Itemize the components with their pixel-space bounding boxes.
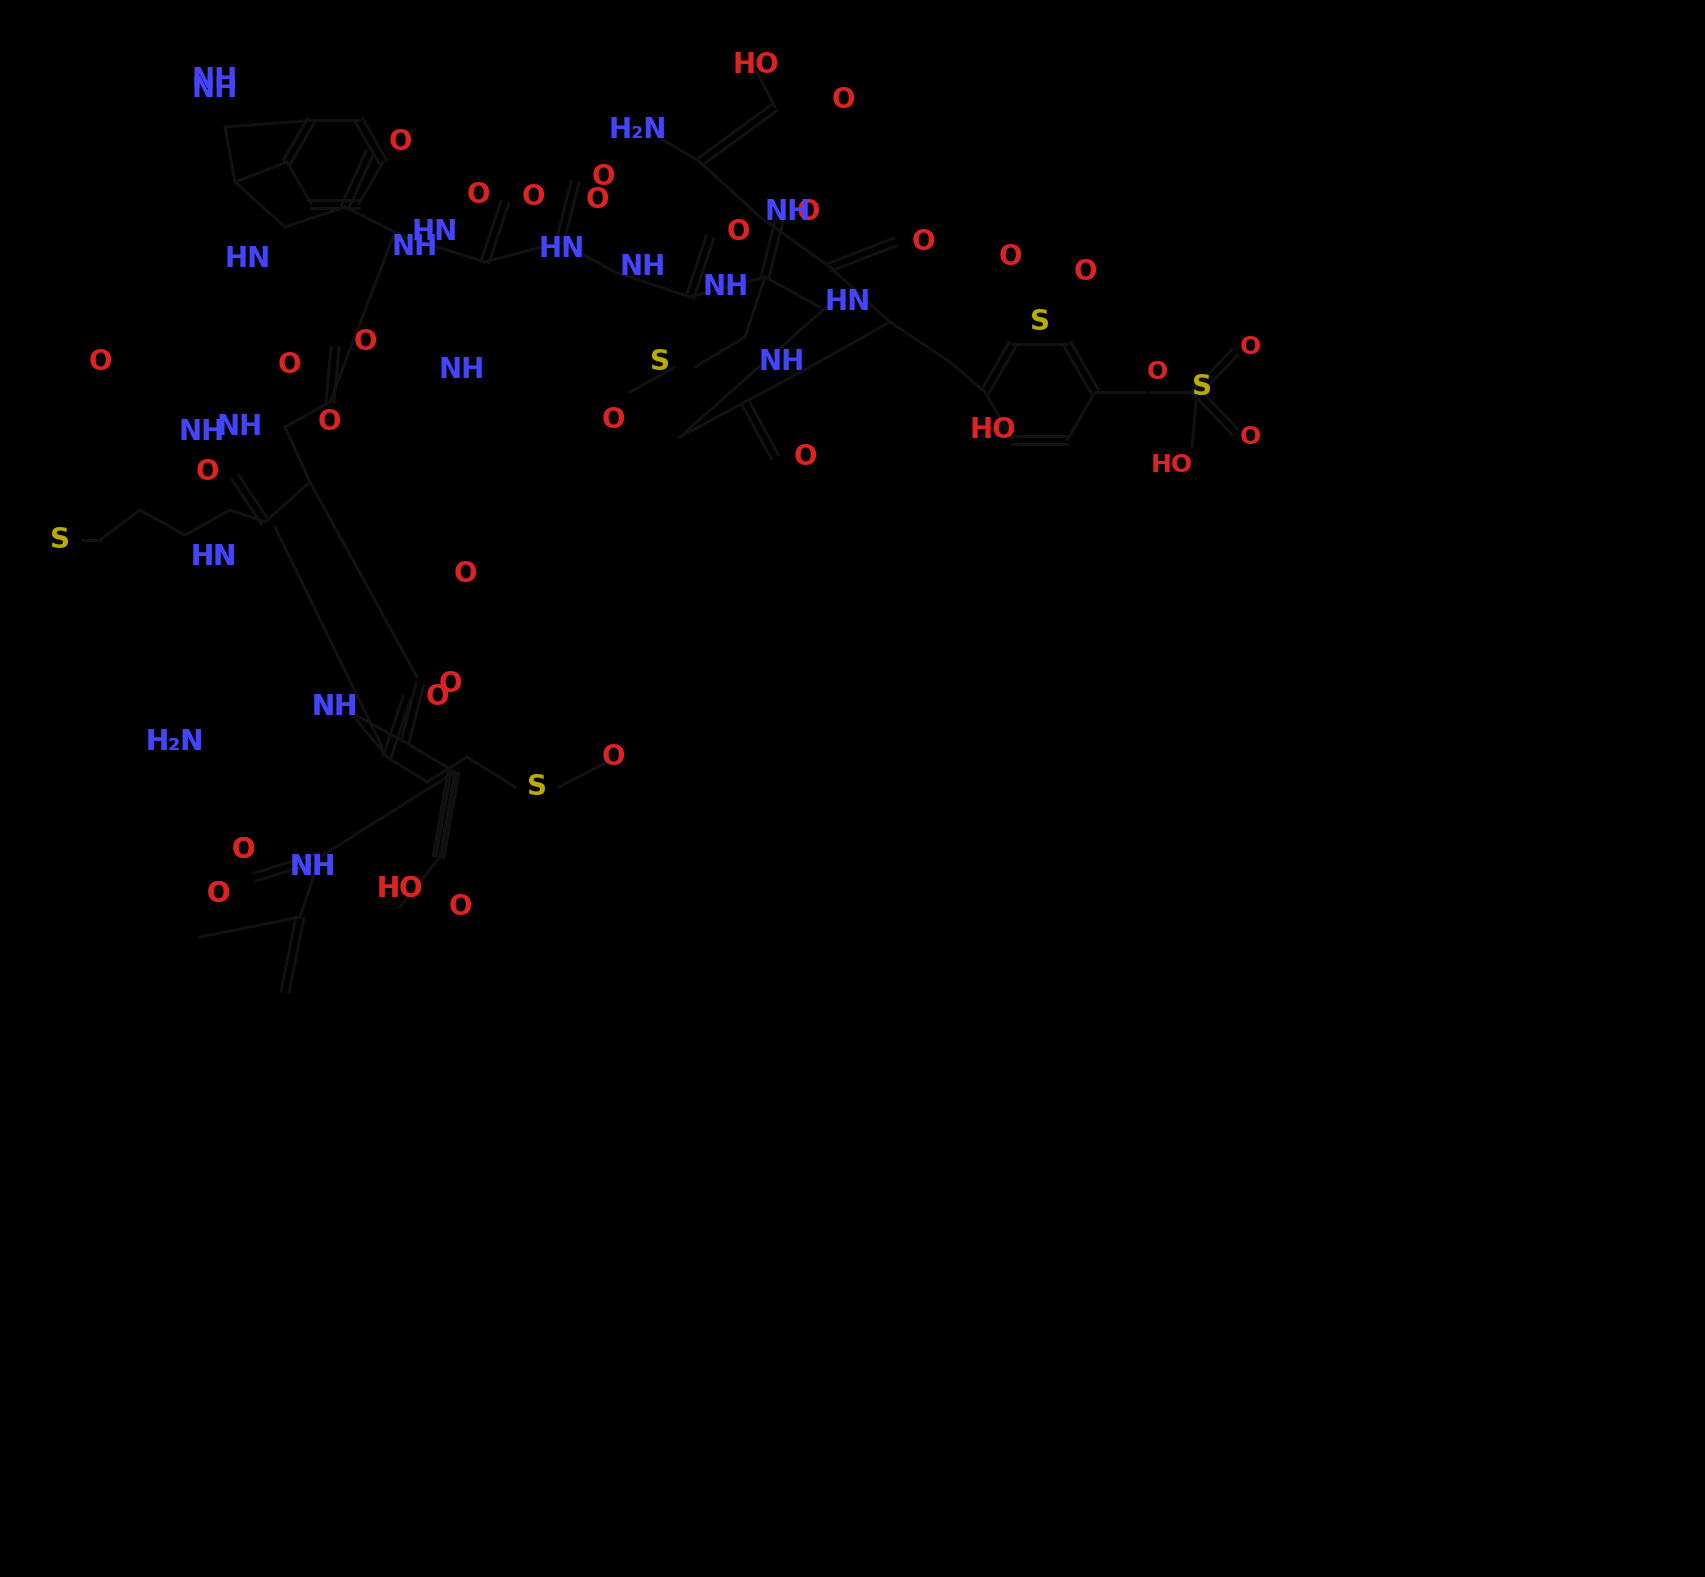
Text: O: O <box>465 181 489 210</box>
Text: NH: NH <box>312 692 358 721</box>
Text: NH: NH <box>619 252 665 281</box>
Text: NH: NH <box>759 349 805 375</box>
Text: S: S <box>1192 374 1211 401</box>
Text: HN: HN <box>191 542 237 571</box>
Text: O: O <box>910 229 934 255</box>
Text: O: O <box>206 880 230 908</box>
Text: O: O <box>1072 259 1096 285</box>
Text: HO: HO <box>968 416 1016 445</box>
Text: H₂N: H₂N <box>609 117 667 144</box>
Text: O: O <box>793 443 817 472</box>
Text: O: O <box>194 457 218 486</box>
Text: O: O <box>89 349 113 375</box>
Text: O: O <box>796 199 820 226</box>
Text: O: O <box>438 670 462 699</box>
Text: O: O <box>206 880 230 908</box>
Text: O: O <box>454 560 476 588</box>
Text: HN: HN <box>825 289 871 315</box>
Text: HN: HN <box>191 542 237 571</box>
Text: O: O <box>522 183 544 211</box>
Text: H₂N: H₂N <box>145 729 205 755</box>
Text: S: S <box>650 349 670 375</box>
Text: NH: NH <box>191 66 239 95</box>
Text: HN: HN <box>539 235 585 263</box>
Text: NH: NH <box>290 853 336 882</box>
Text: O: O <box>232 836 254 864</box>
Text: NH: NH <box>702 273 748 301</box>
Text: HN: HN <box>411 218 459 246</box>
Text: O: O <box>1238 424 1260 449</box>
Text: O: O <box>585 186 609 214</box>
Text: NH: NH <box>392 233 438 262</box>
Text: HO: HO <box>731 50 779 79</box>
Text: NH: NH <box>764 199 810 226</box>
Text: H₂N: H₂N <box>145 729 205 755</box>
Text: NH: NH <box>312 692 358 721</box>
Text: S: S <box>527 773 547 801</box>
Text: O: O <box>1238 334 1260 360</box>
Text: O: O <box>232 836 254 864</box>
Text: NH: NH <box>290 853 336 882</box>
Text: O: O <box>353 328 377 356</box>
Text: O: O <box>830 87 854 114</box>
Text: NH: NH <box>191 76 239 103</box>
Text: O: O <box>600 405 624 434</box>
Text: O: O <box>592 162 614 191</box>
Text: HO: HO <box>377 875 423 904</box>
Text: NH: NH <box>438 356 484 385</box>
Text: NH: NH <box>217 413 263 442</box>
Text: O: O <box>997 243 1021 271</box>
Text: O: O <box>389 128 411 156</box>
Text: O: O <box>448 893 472 921</box>
Text: O: O <box>425 683 448 711</box>
Text: HO: HO <box>377 875 423 904</box>
Text: O: O <box>600 743 624 771</box>
Text: O: O <box>1146 360 1166 385</box>
Text: S: S <box>49 527 70 554</box>
Text: NH: NH <box>179 418 225 446</box>
Text: O: O <box>317 408 341 435</box>
Text: HN: HN <box>225 244 271 273</box>
Text: S: S <box>1030 308 1049 336</box>
Text: O: O <box>278 352 300 378</box>
Text: O: O <box>726 218 748 246</box>
Text: HO: HO <box>1151 453 1192 476</box>
